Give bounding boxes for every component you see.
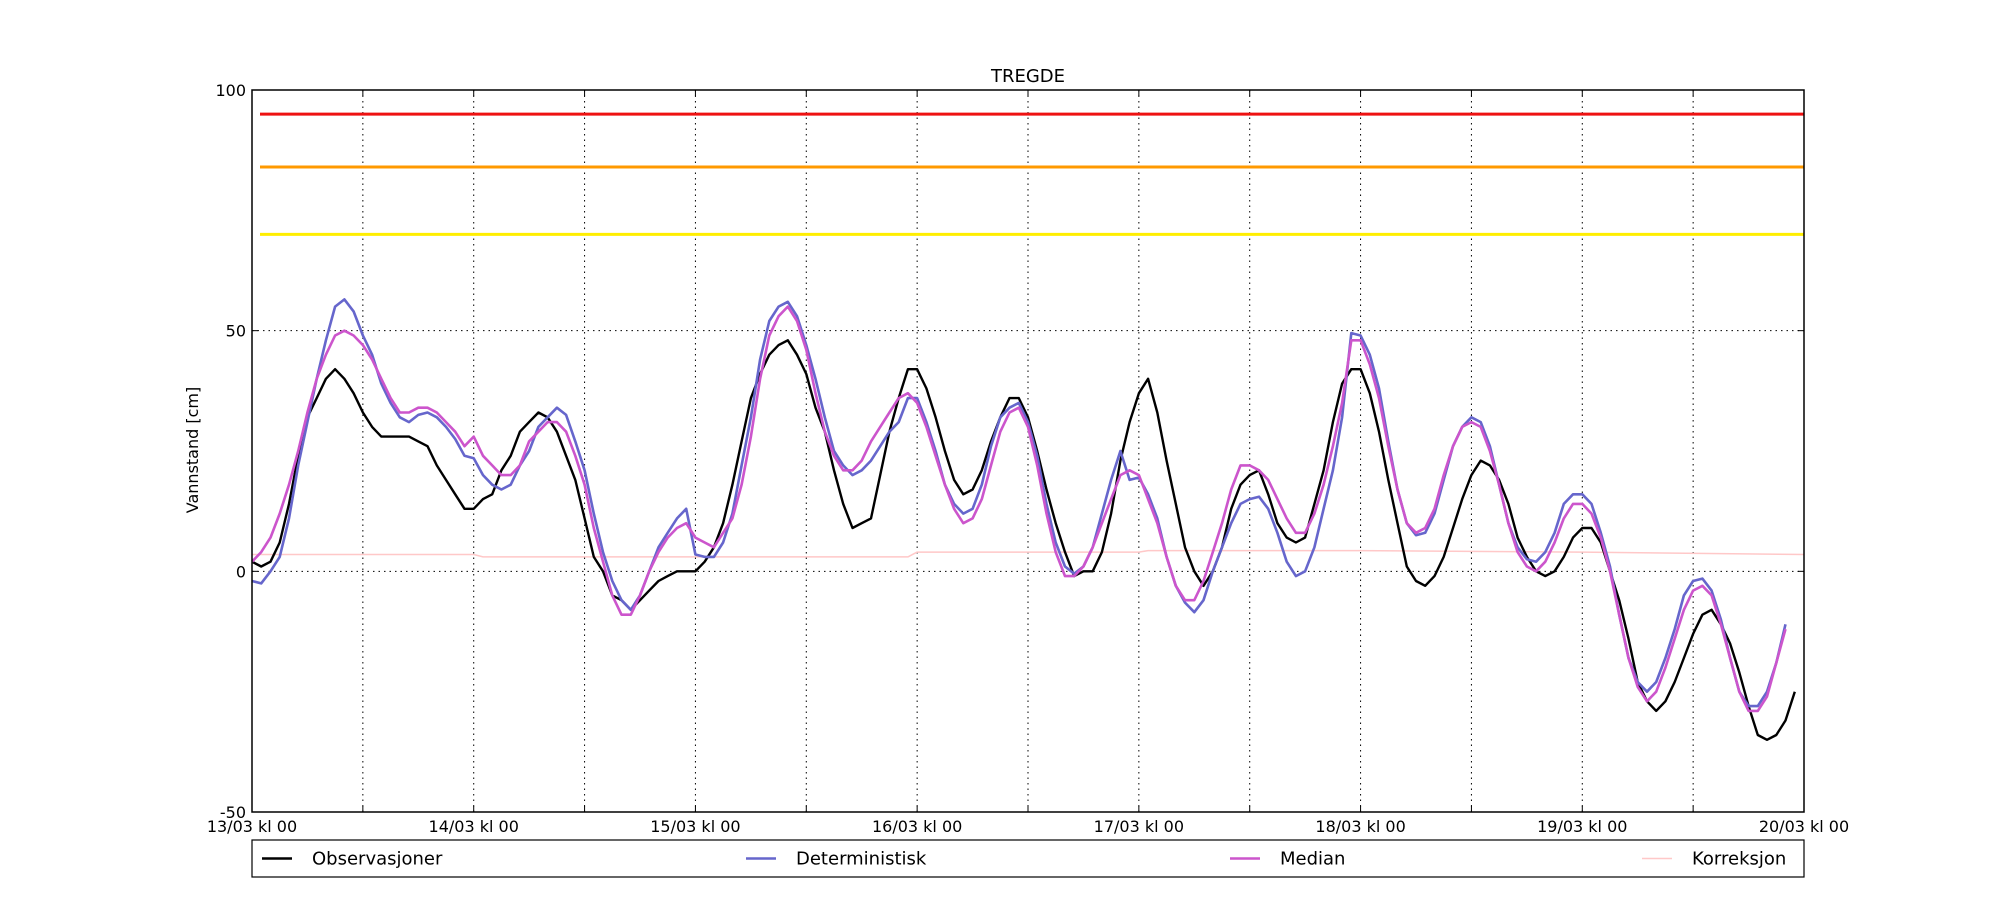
y-tick-label: 0 (236, 562, 246, 581)
x-tick-label: 14/03 kl 00 (429, 817, 519, 836)
y-tick-label: 100 (215, 81, 246, 100)
y-axis-label: Vannstand [cm] (183, 387, 202, 513)
legend-label: Median (1280, 849, 1345, 870)
series-line-deterministisk (251, 298, 1787, 708)
legend: Observasjoner Deterministisk Median Korreks… (251, 839, 1805, 878)
legend-label: Observasjoner (312, 849, 443, 870)
series-lines (251, 298, 1805, 741)
x-tick-label: 18/03 kl 00 (1315, 817, 1405, 836)
plot-area-frame (251, 89, 1805, 813)
x-tick-label: 20/03 kl 00 (1759, 817, 1849, 836)
legend-label: Deterministisk (796, 849, 927, 870)
legend-box (251, 839, 1805, 878)
x-tick-label: 17/03 kl 00 (1094, 817, 1184, 836)
threshold-lines (260, 112, 1804, 236)
x-tick-label: 19/03 kl 00 (1537, 817, 1627, 836)
x-tick-label: 13/03 kl 00 (207, 817, 297, 836)
gridlines (252, 90, 1804, 812)
y-tick-label: 50 (226, 322, 246, 341)
series-line-korreksjon (252, 549, 1805, 558)
axis-ticks: 13/03 kl 00 14/03 kl 00 15/03 kl 00 16/03 k… (207, 81, 1849, 836)
x-tick-label: 15/03 kl 00 (650, 817, 740, 836)
x-tick-label: 16/03 kl 00 (872, 817, 962, 836)
series-line-observasjoner (251, 339, 1796, 741)
chart-title: TREGDE (990, 66, 1065, 87)
legend-label: Korreksjon (1692, 849, 1786, 870)
y-tick-label: -50 (220, 803, 246, 822)
series-line-median (251, 305, 1787, 713)
